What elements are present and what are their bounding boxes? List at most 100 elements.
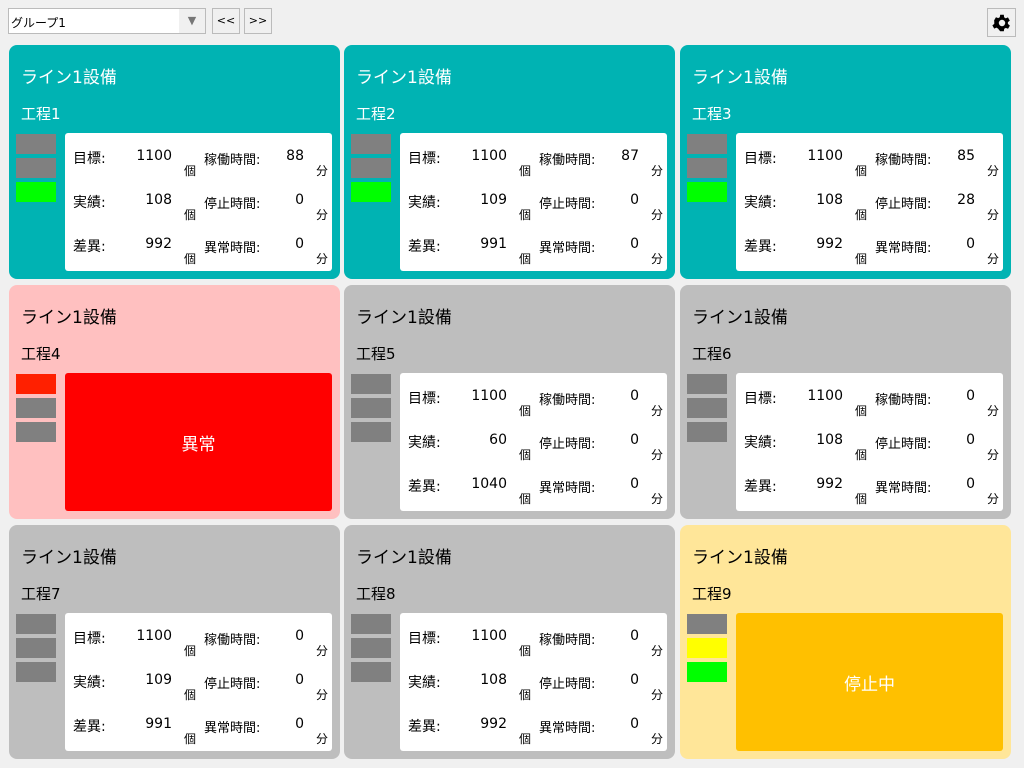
stop-time-value: 0	[295, 672, 304, 688]
target-value: 1100	[807, 388, 843, 404]
card-title: ライン1設備	[21, 548, 117, 568]
status-light-off	[687, 422, 727, 442]
equipment-card[interactable]: ライン1設備 工程9 停止中	[680, 525, 1011, 759]
unit-min: 分	[651, 208, 664, 222]
unit-min: 分	[316, 252, 329, 266]
process-name: 工程4	[21, 345, 61, 363]
unit-pcs: 個	[184, 164, 197, 178]
status-light-off	[16, 398, 56, 418]
equipment-card[interactable]: ライン1設備 工程4 異常	[9, 285, 340, 519]
error-time-value: 0	[295, 716, 304, 732]
diff-value: 991	[145, 716, 172, 732]
equipment-card[interactable]: ライン1設備 工程8 目標: 1100 個稼働時間: 0 分実績: 108 個停止時間: 0 分差異…	[344, 525, 675, 759]
run_time-label: 稼働時間:	[539, 393, 596, 408]
diff-value: 992	[145, 236, 172, 252]
stopped-status-panel: 停止中	[736, 613, 1003, 751]
status-light-off	[16, 158, 56, 178]
unit-pcs: 個	[855, 164, 868, 178]
unit-pcs: 個	[519, 404, 532, 418]
diff-label: 差異:	[744, 479, 777, 495]
run_time-label: 稼働時間:	[539, 153, 596, 168]
error_time-label: 異常時間:	[204, 241, 261, 256]
diff-label: 差異:	[73, 719, 106, 735]
stop-time-value: 0	[630, 672, 639, 688]
status-light-yellow	[687, 638, 727, 658]
unit-min: 分	[651, 644, 664, 658]
stats-panel: 目標: 1100 個稼働時間: 0 分実績: 109 個停止時間: 0 分差異: 991 個異常時間…	[65, 613, 332, 751]
status-light-off	[351, 638, 391, 658]
unit-min: 分	[316, 732, 329, 746]
unit-min: 分	[987, 492, 1000, 506]
prev-button[interactable]: <<	[212, 8, 240, 34]
diff-value: 992	[816, 476, 843, 492]
process-name: 工程5	[356, 345, 396, 363]
status-light-off	[16, 134, 56, 154]
unit-min: 分	[651, 448, 664, 462]
card-title: ライン1設備	[692, 548, 788, 568]
equipment-card[interactable]: ライン1設備 工程1 目標: 1100 個稼働時間: 88 分実績: 108 個停止時間: 0 分差…	[9, 45, 340, 279]
unit-min: 分	[987, 208, 1000, 222]
stop-time-value: 0	[295, 192, 304, 208]
unit-min: 分	[651, 404, 664, 418]
status-light-green	[687, 182, 727, 202]
equipment-card[interactable]: ライン1設備 工程3 目標: 1100 個稼働時間: 85 分実績: 108 個停止時間: 28 分…	[680, 45, 1011, 279]
unit-min: 分	[987, 252, 1000, 266]
error-time-value: 0	[295, 236, 304, 252]
unit-min: 分	[987, 404, 1000, 418]
run-time-value: 0	[630, 388, 639, 404]
run-time-value: 0	[630, 628, 639, 644]
status-light-off	[687, 614, 727, 634]
process-name: 工程6	[692, 345, 732, 363]
status-light-off	[16, 422, 56, 442]
equipment-card[interactable]: ライン1設備 工程2 目標: 1100 個稼働時間: 87 分実績: 109 個停止時間: 0 分差…	[344, 45, 675, 279]
card-title: ライン1設備	[356, 68, 452, 88]
status-light-green	[351, 182, 391, 202]
group-select[interactable]: グループ1 ▼	[8, 8, 206, 34]
error_time-label: 異常時間:	[875, 241, 932, 256]
error-time-value: 0	[630, 236, 639, 252]
diff-value: 992	[480, 716, 507, 732]
run-time-value: 87	[621, 148, 639, 164]
unit-min: 分	[316, 644, 329, 658]
unit-pcs: 個	[184, 252, 197, 266]
unit-pcs: 個	[184, 644, 197, 658]
card-title: ライン1設備	[21, 308, 117, 328]
target-value: 1100	[136, 628, 172, 644]
settings-button[interactable]	[987, 8, 1016, 37]
target-label: 目標:	[408, 391, 441, 407]
actual-label: 実績:	[73, 675, 106, 691]
run_time-label: 稼働時間:	[204, 633, 261, 648]
diff-value: 991	[480, 236, 507, 252]
unit-pcs: 個	[855, 252, 868, 266]
target-label: 目標:	[408, 151, 441, 167]
unit-pcs: 個	[519, 164, 532, 178]
equipment-card[interactable]: ライン1設備 工程5 目標: 1100 個稼働時間: 0 分実績: 60 個停止時間: 0 分差異:…	[344, 285, 675, 519]
stats-panel: 目標: 1100 個稼働時間: 0 分実績: 108 個停止時間: 0 分差異: 992 個異常時間…	[400, 613, 667, 751]
stats-panel: 目標: 1100 個稼働時間: 88 分実績: 108 個停止時間: 0 分差異: 992 個異常時…	[65, 133, 332, 271]
card-title: ライン1設備	[692, 308, 788, 328]
target-value: 1100	[807, 148, 843, 164]
status-light-off	[687, 158, 727, 178]
equipment-card[interactable]: ライン1設備 工程7 目標: 1100 個稼働時間: 0 分実績: 109 個停止時間: 0 分差異…	[9, 525, 340, 759]
unit-pcs: 個	[519, 252, 532, 266]
stats-panel: 目標: 1100 個稼働時間: 0 分実績: 60 個停止時間: 0 分差異: 1040 個異常時間…	[400, 373, 667, 511]
unit-min: 分	[651, 252, 664, 266]
diff-label: 差異:	[408, 239, 441, 255]
next-button[interactable]: >>	[244, 8, 272, 34]
status-light-green	[16, 182, 56, 202]
error_time-label: 異常時間:	[539, 481, 596, 496]
status-light-off	[16, 662, 56, 682]
equipment-card[interactable]: ライン1設備 工程6 目標: 1100 個稼働時間: 0 分実績: 108 個停止時間: 0 分差異…	[680, 285, 1011, 519]
unit-min: 分	[316, 208, 329, 222]
diff-label: 差異:	[73, 239, 106, 255]
status-light-off	[687, 398, 727, 418]
chevron-down-icon[interactable]: ▼	[179, 9, 205, 33]
group-select-value: グループ1	[11, 16, 66, 30]
target-value: 1100	[136, 148, 172, 164]
diff-label: 差異:	[744, 239, 777, 255]
actual-value: 108	[816, 192, 843, 208]
target-value: 1100	[471, 628, 507, 644]
stop_time-label: 停止時間:	[539, 437, 596, 452]
status-light-off	[351, 134, 391, 154]
target-label: 目標:	[744, 391, 777, 407]
